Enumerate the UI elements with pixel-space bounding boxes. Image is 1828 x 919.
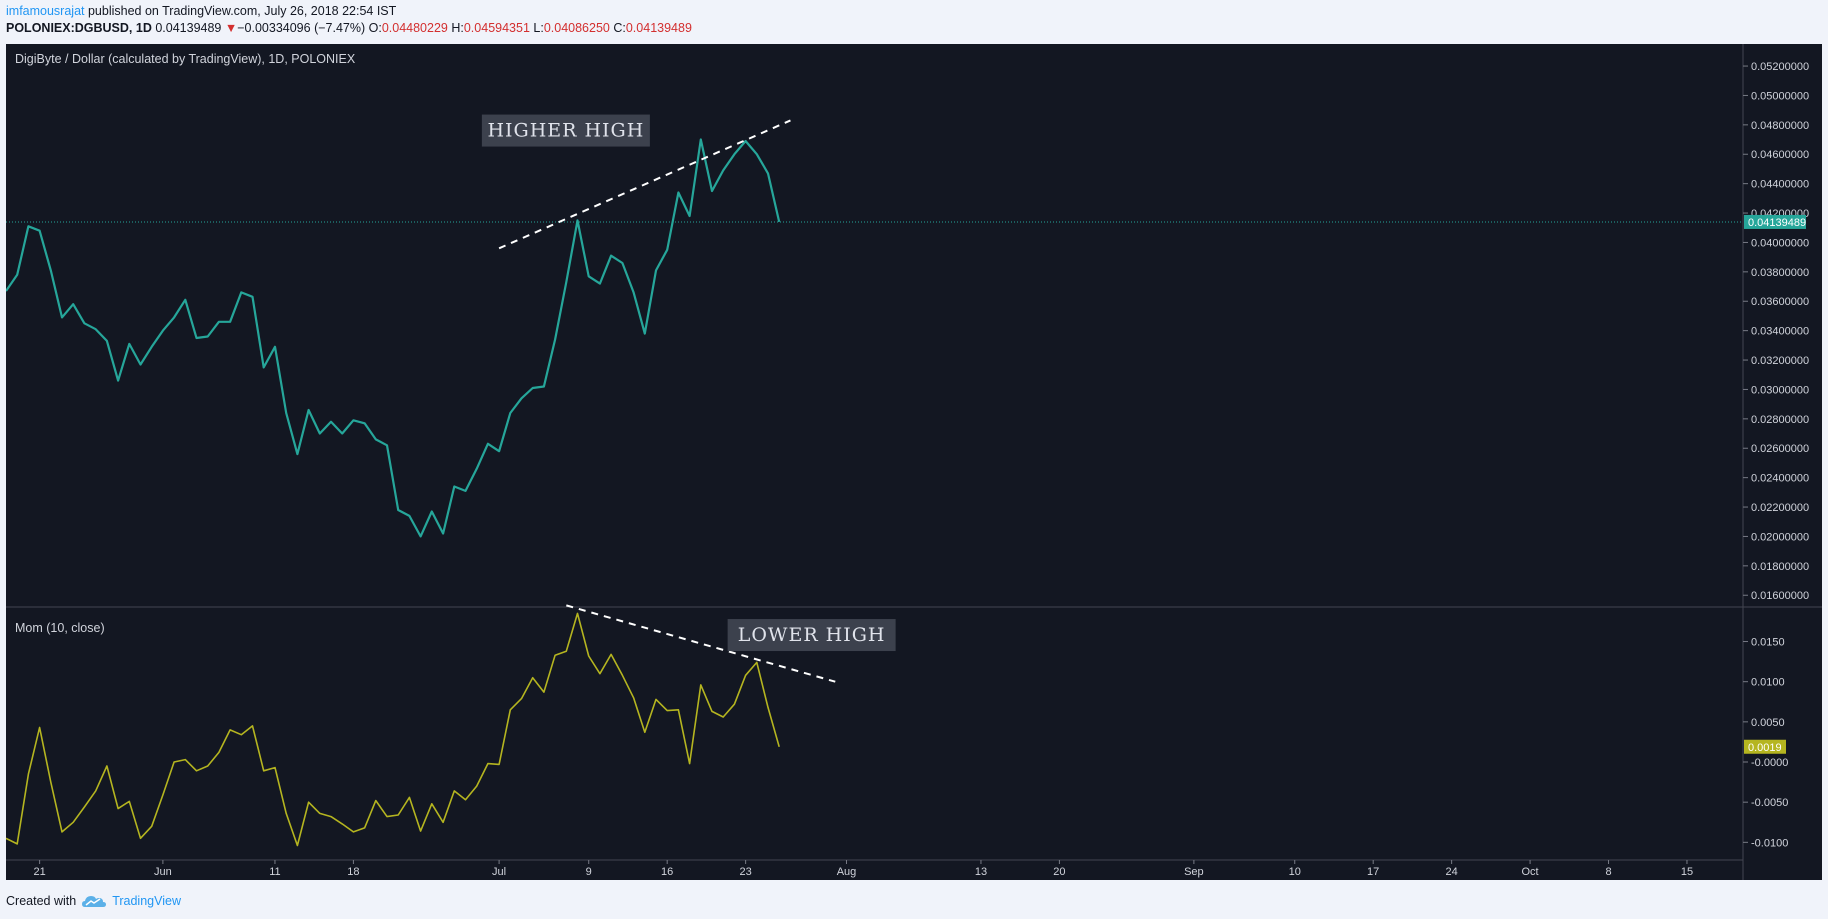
created-with-label: Created with [6, 894, 77, 908]
open-label: O: [368, 21, 382, 35]
y-tick-label: 0.04800000 [1751, 120, 1809, 132]
x-tick-label: Sep [1184, 866, 1204, 878]
x-tick-label: 10 [1289, 866, 1301, 878]
x-tick-label: 20 [1053, 866, 1065, 878]
x-tick-label: 24 [1446, 866, 1458, 878]
x-tick-label: Jul [492, 866, 506, 878]
x-tick-label: Oct [1522, 866, 1539, 878]
close-value: 0.04139489 [625, 21, 692, 35]
ohlc-legend: POLONIEX:DGBUSD, 1D 0.04139489 ▼−0.00334… [6, 21, 692, 35]
x-tick-label: 15 [1681, 866, 1693, 878]
x-tick-label: 13 [975, 866, 987, 878]
y-tick-label: 0.02800000 [1751, 414, 1809, 426]
y-tick-label: 0.0150 [1751, 637, 1785, 649]
price-pane-title: DigiByte / Dollar (calculated by Trading… [15, 52, 356, 66]
open-value: 0.04480229 [381, 21, 448, 35]
last-value-label: 0.04139489 [1748, 217, 1806, 229]
close-label: C: [613, 21, 626, 35]
footer: Created with TradingView [6, 894, 181, 908]
y-tick-label: 0.03200000 [1751, 355, 1809, 367]
momentum-line [6, 612, 780, 847]
y-tick-label: 0.03600000 [1751, 296, 1809, 308]
author-link[interactable]: imfamousrajat [6, 4, 85, 18]
y-tick-label: 0.04600000 [1751, 149, 1809, 161]
x-tick-label: 23 [740, 866, 752, 878]
chart-svg[interactable]: 0.05200000 0.05000000 0.04800000 0.04600000… [6, 44, 1822, 880]
higher-high-label: HIGHER HIGH [487, 120, 644, 142]
x-tick-label: 17 [1367, 866, 1379, 878]
publish-info: imfamousrajat published on TradingView.c… [6, 4, 396, 18]
y-tick-label: 0.0100 [1751, 677, 1785, 689]
lower-high-callout[interactable] [727, 619, 896, 652]
price-change: −0.00334096 (−7.47%) [237, 21, 366, 35]
low-label: L: [533, 21, 544, 35]
y-tick-label: -0.0100 [1751, 837, 1788, 849]
y-tick-label: 0.02200000 [1751, 502, 1809, 514]
published-text: published on TradingView.com, July 26, 2… [84, 4, 397, 18]
y-tick-label: 0.0050 [1751, 717, 1785, 729]
y-tick-label: 0.01800000 [1751, 561, 1809, 573]
low-value: 0.04086250 [543, 21, 610, 35]
y-tick-label: 0.03000000 [1751, 384, 1809, 396]
y-tick-label: -0.0000 [1751, 757, 1788, 769]
y-tick-label: -0.0050 [1751, 797, 1788, 809]
y-tick-label: 0.04000000 [1751, 237, 1809, 249]
y-tick-label: 0.05000000 [1751, 90, 1809, 102]
last-value-badge [1744, 214, 1806, 229]
momentum-pane-title: Mom (10, close) [15, 621, 105, 635]
higher-high-trendline[interactable] [498, 119, 791, 250]
x-tick-label: Jun [154, 866, 172, 878]
y-tick-label: 0.03800000 [1751, 267, 1809, 279]
y-tick-label: 0.04400000 [1751, 179, 1809, 191]
x-tick-label: Aug [837, 866, 857, 878]
y-tick-label: 0.05200000 [1751, 61, 1809, 73]
tradingview-link[interactable]: TradingView [112, 894, 181, 908]
y-tick-label: 0.03400000 [1751, 326, 1809, 338]
down-arrow-icon: ▼ [224, 21, 238, 35]
x-tick-label: 21 [33, 866, 45, 878]
x-tick-label: 18 [347, 866, 359, 878]
x-tick-label: 11 [269, 866, 280, 878]
last-value-label: 0.0019 [1748, 742, 1782, 754]
higher-high-callout[interactable] [481, 114, 650, 147]
x-tick-label: 9 [586, 866, 592, 878]
y-tick-label: 0.01600000 [1751, 590, 1809, 602]
y-tick-label: 0.02600000 [1751, 443, 1809, 455]
high-label: H: [451, 21, 464, 35]
symbol-label: POLONIEX:DGBUSD, 1D [6, 21, 152, 35]
y-tick-label: 0.02400000 [1751, 473, 1809, 485]
last-value-badge [1744, 739, 1786, 754]
y-tick-label: 0.02000000 [1751, 531, 1809, 543]
high-value: 0.04594351 [463, 21, 530, 35]
last-price: 0.04139489 [155, 21, 222, 35]
x-tick-label: 8 [1605, 866, 1611, 878]
chart-area[interactable]: 0.05200000 0.05000000 0.04800000 0.04600000… [6, 44, 1822, 880]
x-tick-label: 16 [661, 866, 673, 878]
tradingview-cloud-icon[interactable] [82, 894, 107, 908]
lower-high-label: LOWER HIGH [738, 624, 886, 646]
price-line [6, 138, 781, 538]
